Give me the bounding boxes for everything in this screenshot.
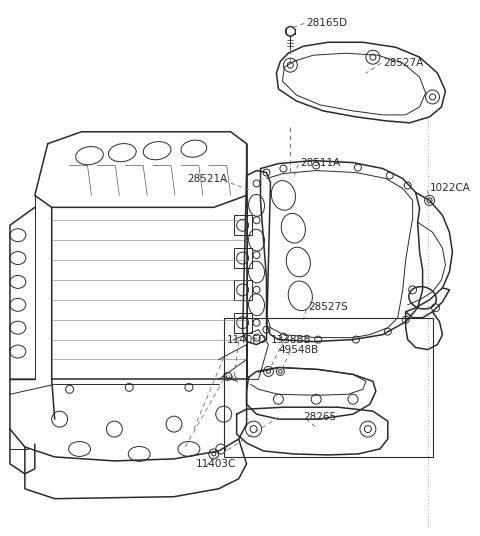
Text: 49548B: 49548B <box>278 345 319 354</box>
Text: 11403C: 11403C <box>196 459 236 469</box>
Text: 28521A: 28521A <box>187 174 227 183</box>
Text: 28527A: 28527A <box>383 58 423 68</box>
Bar <box>224 318 432 457</box>
Text: 28165D: 28165D <box>306 18 348 28</box>
Bar <box>234 280 252 300</box>
Text: 28511A: 28511A <box>300 158 340 168</box>
Bar <box>234 215 252 235</box>
Text: 1022CA: 1022CA <box>430 183 470 193</box>
Text: 1140FD: 1140FD <box>227 334 267 345</box>
Text: 28527S: 28527S <box>308 302 348 312</box>
Bar <box>234 312 252 333</box>
Bar <box>234 248 252 268</box>
Text: 1338BB: 1338BB <box>270 334 311 345</box>
Text: 28265: 28265 <box>303 412 336 422</box>
